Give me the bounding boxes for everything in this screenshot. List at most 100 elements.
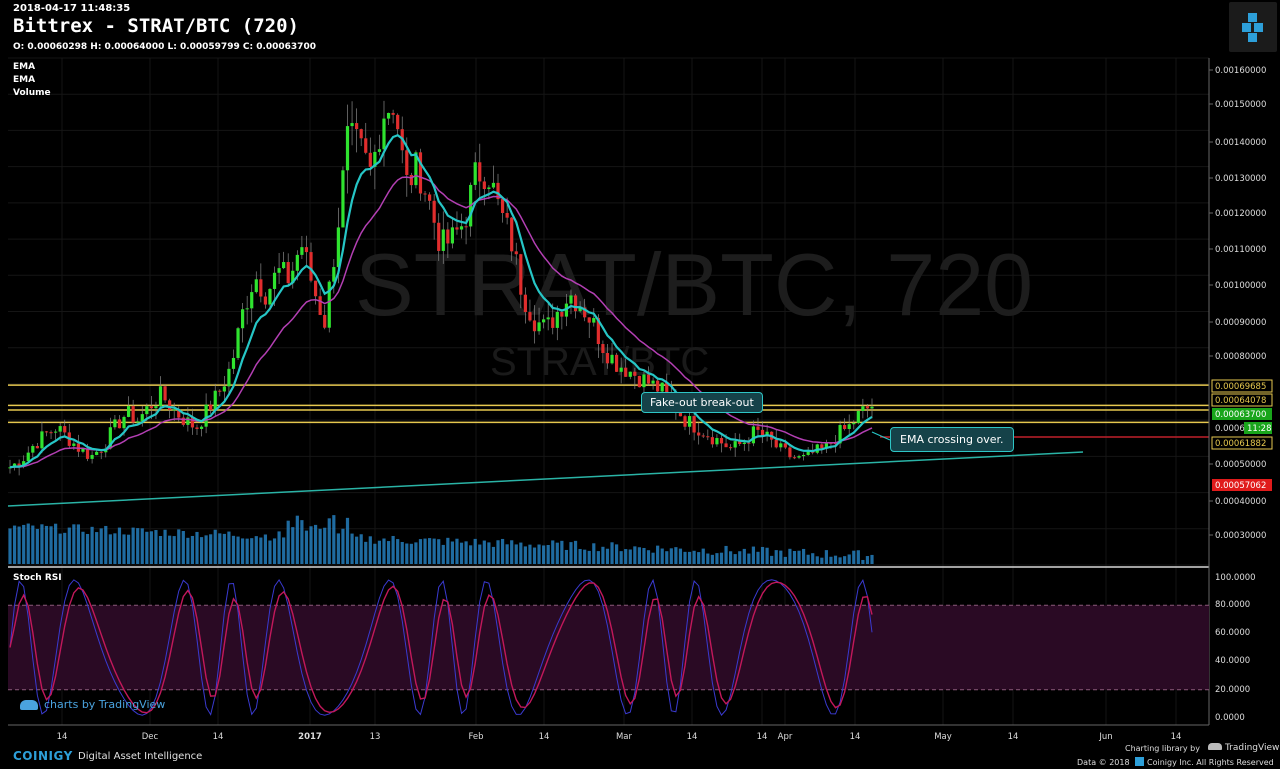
coinigy-logo-icon[interactable] <box>1229 2 1277 52</box>
price-axis[interactable]: 0.00160000 0.00150000 0.00140000 0.00130000… <box>1209 66 1273 541</box>
footer-copyright: Data © 2018 <box>1077 758 1130 767</box>
candle <box>792 457 797 459</box>
annotation-fakeout[interactable]: Fake-out break-out <box>641 392 763 413</box>
price-label-box <box>1212 479 1272 491</box>
volume-bar <box>788 548 792 564</box>
candle <box>58 426 62 432</box>
candle <box>861 406 865 411</box>
volume-bar <box>345 517 350 564</box>
volume-bar <box>783 556 787 564</box>
price-tick-label: 0.00080000 <box>1215 352 1266 362</box>
chart-timestamp: 2018-04-17 11:48:35 <box>13 3 131 14</box>
candle <box>779 443 783 448</box>
candle <box>259 279 263 297</box>
volume-bar <box>22 524 26 564</box>
candle <box>117 419 122 429</box>
volume-bar <box>469 545 473 564</box>
candle <box>592 318 596 323</box>
volume-bar <box>245 538 249 564</box>
candle <box>514 251 518 255</box>
candle <box>455 227 459 230</box>
candle <box>528 312 532 321</box>
volume-bar <box>596 551 600 564</box>
volume-bar <box>263 534 268 564</box>
indicator-ema-1[interactable]: EMA <box>13 62 36 72</box>
price-label: 0.00063700 <box>1215 410 1266 420</box>
volume-bar <box>633 546 637 564</box>
volume-bar <box>95 532 99 564</box>
time-tick-label: 14 <box>1171 732 1182 742</box>
price-tick-label: 0.00150000 <box>1215 100 1266 110</box>
volume-bar <box>218 533 222 564</box>
candle <box>619 367 623 372</box>
candle <box>323 314 327 328</box>
volume-bar <box>801 548 806 564</box>
volume-bar <box>277 531 281 564</box>
tradingview-brand[interactable]: charts by TradingView <box>20 698 165 711</box>
candle <box>341 170 345 228</box>
time-axis[interactable]: 14 Dec 14 2017 13 Feb 14 Mar 14 14 Apr 14 May 14 Jun 14 <box>57 732 1182 742</box>
volume-bar <box>405 543 409 564</box>
stoch-tick-label: 100.0000 <box>1215 573 1256 583</box>
indicator-volume[interactable]: Volume <box>13 88 51 98</box>
volume-bar <box>614 544 619 564</box>
candle <box>838 425 842 444</box>
volume-bar <box>199 537 204 564</box>
volume-bar <box>637 547 641 564</box>
volume-bar <box>551 540 555 564</box>
volume-bar <box>427 538 432 564</box>
candle <box>90 454 94 459</box>
volume-bar <box>450 541 455 564</box>
footer-coinigy-small-icon <box>1135 757 1144 768</box>
volume-bar <box>797 550 801 564</box>
indicator-stoch-rsi[interactable]: Stoch RSI <box>13 573 62 583</box>
volume-bar <box>17 526 21 564</box>
time-tick-label: Jun <box>1098 732 1112 742</box>
volume-bar <box>610 542 614 564</box>
candle <box>414 152 418 186</box>
volume-bar <box>738 551 742 564</box>
volume-bar <box>437 539 441 564</box>
volume-bar <box>523 546 527 564</box>
time-tick-label: 14 <box>57 732 68 742</box>
candle <box>49 432 53 434</box>
candle <box>510 217 514 252</box>
volume-bar <box>113 533 117 564</box>
volume-bar <box>833 555 838 564</box>
candle <box>122 416 126 429</box>
candle <box>843 425 847 430</box>
candle <box>236 328 240 358</box>
candle <box>491 182 496 188</box>
annotation-ema-cross[interactable]: EMA crossing over. <box>890 427 1014 452</box>
candle <box>386 112 391 119</box>
candle <box>697 432 701 436</box>
volume-bar <box>409 543 413 564</box>
volume-bar <box>669 548 673 564</box>
candle <box>687 416 692 427</box>
volume-bar <box>117 527 122 564</box>
volume-bar <box>336 533 340 564</box>
candle <box>596 318 600 345</box>
candle <box>569 295 573 304</box>
candle <box>218 390 222 392</box>
ema-fast-line <box>9 134 873 469</box>
candle <box>391 112 395 115</box>
time-tick-label: Feb <box>468 732 483 742</box>
volume-bar <box>706 553 710 564</box>
candle <box>213 390 217 411</box>
volume-bar <box>44 525 49 564</box>
footer-tradingview[interactable]: TradingView <box>1208 743 1279 753</box>
volume-bar <box>382 538 386 564</box>
volume-bar <box>295 515 299 564</box>
candle <box>17 463 21 467</box>
indicator-ema-2[interactable]: EMA <box>13 75 36 85</box>
candle <box>373 151 377 167</box>
volume-bar <box>318 528 322 564</box>
candle <box>327 281 331 328</box>
volume-bar <box>49 526 53 564</box>
candle <box>551 317 555 328</box>
volume-bar <box>35 528 39 564</box>
candle <box>760 429 765 436</box>
candle <box>95 451 99 455</box>
